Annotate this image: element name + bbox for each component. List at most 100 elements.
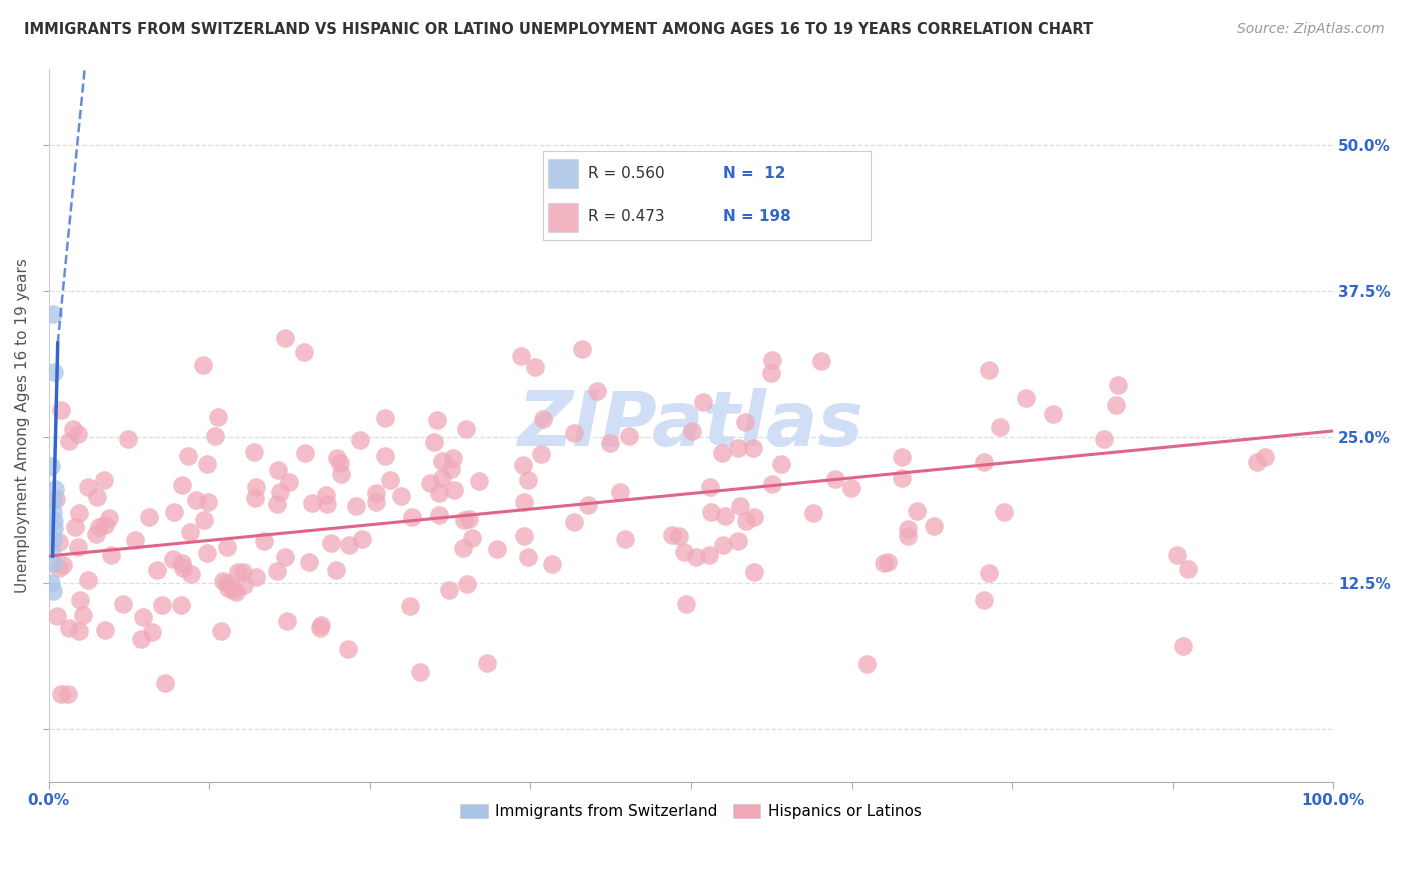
Point [742, 565, 765, 579]
Point [301, 495, 323, 509]
Point [170, 598, 193, 612]
Point [530, 447, 553, 461]
Point [710, 446, 733, 460]
Point [266, 462, 288, 476]
Point [613, 532, 636, 546]
Point [430, 453, 453, 467]
Point [824, 472, 846, 486]
Point [217, 575, 239, 590]
Point [48, 535, 70, 549]
Point [195, 546, 218, 560]
Point [193, 513, 215, 527]
Point [41, 544, 63, 558]
Y-axis label: Unemployment Among Ages 16 to 19 years: Unemployment Among Ages 16 to 19 years [15, 258, 30, 592]
Point [209, 624, 232, 638]
Point [699, 505, 721, 519]
Point [562, 515, 585, 529]
Point [72, 607, 94, 622]
Point [443, 483, 465, 498]
Point [308, 621, 330, 635]
Point [675, 597, 697, 611]
Point [245, 480, 267, 494]
Point [329, 457, 352, 471]
Point [42, 514, 65, 528]
Point [734, 515, 756, 529]
Point [186, 493, 208, 508]
Point [292, 345, 315, 359]
Point [52, 558, 75, 573]
Point [94, 518, 117, 533]
Point [453, 512, 475, 526]
Point [668, 529, 690, 543]
Point [45, 491, 67, 506]
Point [451, 541, 474, 555]
Point [207, 409, 229, 424]
Point [905, 504, 928, 518]
Point [232, 565, 254, 579]
Point [1246, 455, 1268, 469]
Point [58, 434, 80, 449]
Point [378, 473, 401, 487]
Point [298, 555, 321, 569]
Point [681, 424, 703, 438]
Point [278, 475, 301, 489]
Point [309, 618, 332, 632]
Point [273, 549, 295, 564]
Point [273, 331, 295, 345]
Point [41, 492, 63, 507]
Point [131, 610, 153, 624]
Point [344, 500, 367, 514]
Point [1042, 407, 1064, 421]
Point [761, 352, 783, 367]
Point [84, 527, 107, 541]
Point [513, 495, 536, 509]
Point [922, 518, 945, 533]
Point [988, 420, 1011, 434]
Point [89, 520, 111, 534]
Point [427, 508, 450, 522]
Point [761, 366, 783, 380]
Point [872, 557, 894, 571]
Point [215, 540, 238, 554]
Point [42, 366, 65, 380]
Point [432, 470, 454, 484]
Point [423, 434, 446, 449]
Point [350, 532, 373, 546]
Point [226, 566, 249, 580]
Point [337, 537, 360, 551]
Point [599, 436, 621, 450]
Point [468, 474, 491, 488]
Point [609, 485, 631, 500]
Point [58, 621, 80, 635]
Point [276, 614, 298, 628]
Point [41, 556, 63, 570]
Point [1171, 640, 1194, 654]
Text: IMMIGRANTS FROM SWITZERLAND VS HISPANIC OR LATINO UNEMPLOYMENT AMONG AGES 16 TO : IMMIGRANTS FROM SWITZERLAND VS HISPANIC … [24, 22, 1092, 37]
Point [67, 624, 90, 639]
Point [243, 445, 266, 459]
Point [63, 519, 86, 533]
Point [69, 592, 91, 607]
Point [294, 446, 316, 460]
Point [461, 531, 484, 545]
Point [761, 477, 783, 491]
Point [891, 471, 914, 485]
Point [576, 498, 599, 512]
Point [93, 474, 115, 488]
Point [401, 510, 423, 524]
Point [364, 495, 387, 509]
Point [727, 441, 749, 455]
Point [979, 362, 1001, 376]
Point [41, 584, 63, 599]
Point [243, 491, 266, 506]
Point [728, 500, 751, 514]
Text: Source: ZipAtlas.com: Source: ZipAtlas.com [1237, 22, 1385, 37]
Point [316, 497, 339, 511]
Point [49, 687, 72, 701]
Point [441, 451, 464, 466]
Point [540, 558, 562, 572]
Point [727, 533, 749, 548]
Point [374, 411, 396, 425]
Point [269, 485, 291, 500]
Point [58, 687, 80, 701]
